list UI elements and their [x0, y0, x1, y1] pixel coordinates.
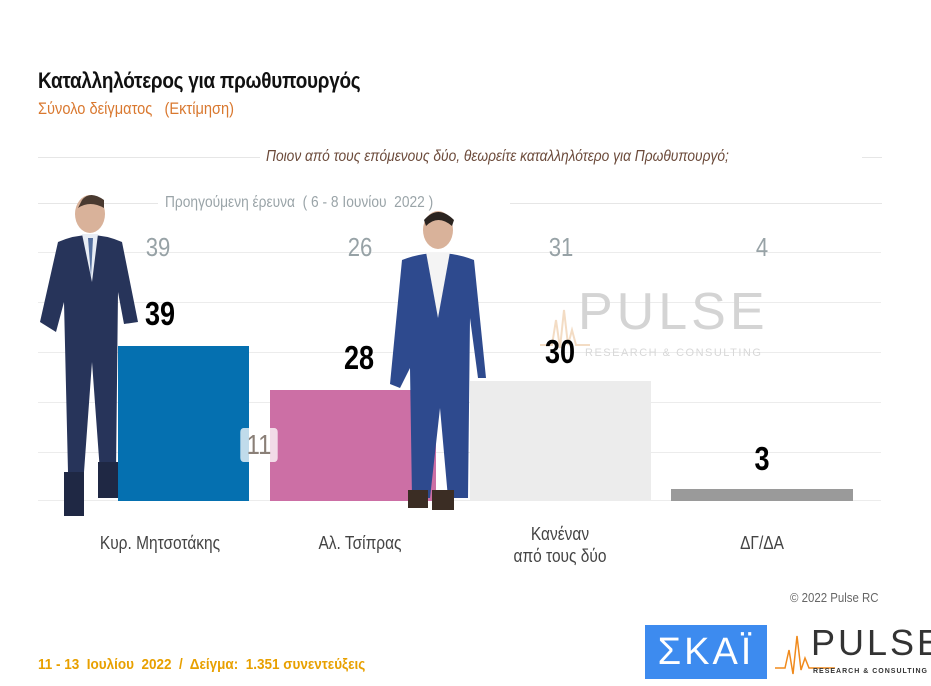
person-image-mitsotakis [40, 195, 138, 516]
bar-value: 30 [544, 333, 576, 370]
skai-logo: ΣΚΑΪ [645, 625, 767, 679]
annotation-badge: 11 [240, 428, 278, 462]
divider [510, 203, 882, 204]
category-label: Αλ. Τσίπρας [318, 533, 402, 553]
person-image-tsipras [390, 211, 486, 510]
previous-value: 26 [347, 232, 373, 262]
watermark-sub: RESEARCH & CONSULTING [585, 347, 763, 359]
gridline [38, 252, 881, 253]
bar-value: 28 [343, 339, 375, 376]
previous-value: 4 [755, 232, 769, 262]
pulse-logo-sub: RESEARCH & CONSULTING [813, 668, 928, 675]
previous-value: 39 [145, 232, 171, 262]
copyright: © 2022 Pulse RC [790, 590, 879, 605]
bar-tsipras [270, 390, 436, 501]
bar-dont-know [671, 489, 853, 501]
previous-value: 31 [548, 232, 574, 262]
pulse-logo: PULSE RESEARCH & CONSULTING [775, 622, 931, 682]
bar-mitsotakis [118, 346, 249, 501]
footer-sample-info: 11 - 13 Ιουλίου 2022 / Δείγμα: 1.351 συν… [38, 656, 366, 673]
category-label: Κανέναν από τους δύο [513, 524, 607, 566]
category-label: Κυρ. Μητσοτάκης [99, 533, 221, 553]
gridline [38, 500, 881, 501]
category-label: ΔΓ/ΔΑ [740, 533, 784, 553]
divider [38, 157, 260, 158]
pulse-wave-icon [775, 635, 835, 675]
bar-neither [470, 381, 651, 501]
chart-subtitle: Σύνολο δείγματος (Εκτίμηση) [38, 99, 235, 118]
bar-value: 3 [754, 440, 770, 477]
chart-title: Καταλληλότερος για πρωθυπουργός [38, 68, 361, 93]
pulse-wave-icon [540, 309, 590, 349]
survey-question: Ποιον από τους επόμενους δύο, θεωρείτε κ… [266, 148, 729, 165]
watermark-pulse: PULSE [578, 283, 769, 341]
bar-value: 39 [144, 295, 176, 332]
divider [862, 157, 882, 158]
previous-survey-label: Προηγούμενη έρευνα ( 6 - 8 Ιουνίου 2022 … [165, 194, 434, 211]
pulse-logo-text: PULSE [811, 622, 931, 663]
